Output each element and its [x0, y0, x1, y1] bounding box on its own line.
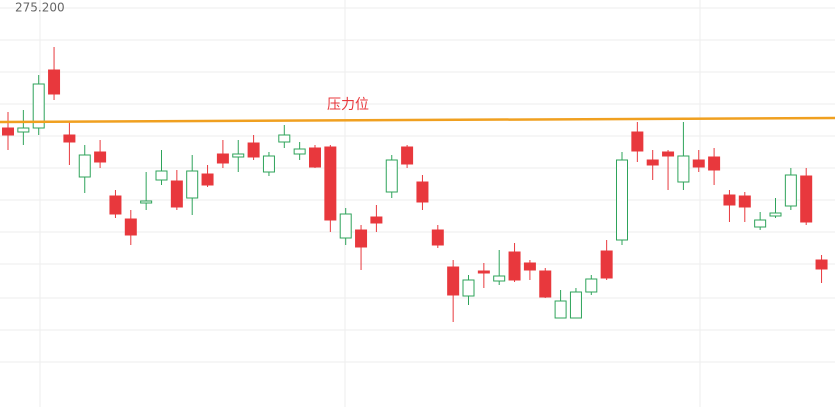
- candle-body: [447, 266, 460, 296]
- candle-body: [2, 127, 14, 136]
- candle-body: [784, 174, 797, 207]
- candle-body: [677, 155, 690, 183]
- candle-body: [94, 151, 107, 163]
- y-tick-label: 275.200: [15, 1, 65, 15]
- candle-body: [247, 142, 260, 158]
- resistance-line: [0, 116, 835, 124]
- candle-body: [124, 218, 137, 236]
- candle-body: [355, 229, 368, 248]
- candle-body: [815, 259, 828, 270]
- candle-body: [385, 159, 398, 193]
- candle-body: [738, 195, 751, 208]
- candle-body: [723, 194, 736, 206]
- candle-body: [554, 300, 567, 319]
- candle-body: [431, 229, 444, 246]
- resistance-label: 压力位: [327, 97, 369, 113]
- candle-body: [216, 153, 229, 164]
- candle-body: [692, 159, 705, 168]
- candle-body: [493, 275, 506, 282]
- candle-body: [800, 175, 813, 223]
- candle-body: [170, 180, 183, 208]
- candle-body: [32, 83, 45, 129]
- candle-body: [201, 173, 214, 186]
- candle-body: [631, 131, 644, 152]
- candle-body: [401, 146, 414, 165]
- candle-body: [569, 291, 582, 319]
- candle-body: [140, 200, 153, 204]
- candle-body: [63, 134, 76, 143]
- candle-body: [324, 146, 337, 221]
- candle-body: [78, 154, 91, 178]
- candle-body: [262, 155, 275, 173]
- candle-body: [370, 216, 383, 224]
- candle-body: [646, 159, 659, 166]
- candle-body: [48, 69, 61, 95]
- candle-body: [293, 148, 306, 155]
- candle-body: [539, 270, 552, 298]
- candle-body: [155, 170, 168, 181]
- candle-body: [278, 134, 291, 143]
- candle-body: [339, 213, 352, 239]
- candle-body: [769, 212, 782, 217]
- candle-body: [600, 250, 613, 279]
- candle-body: [17, 127, 30, 133]
- candle-body: [477, 270, 490, 274]
- candle-body: [109, 195, 122, 215]
- candle-body: [416, 181, 429, 203]
- candle-body: [708, 156, 721, 171]
- candle-body: [616, 159, 628, 241]
- candle-body: [462, 279, 475, 297]
- candle-body: [186, 170, 199, 199]
- candle-body: [754, 219, 767, 228]
- candle-body: [662, 151, 675, 157]
- candle-body: [508, 251, 521, 281]
- candle-body: [523, 262, 536, 271]
- candle-body: [309, 147, 321, 168]
- candle-body: [232, 153, 245, 158]
- candle-body: [585, 278, 598, 293]
